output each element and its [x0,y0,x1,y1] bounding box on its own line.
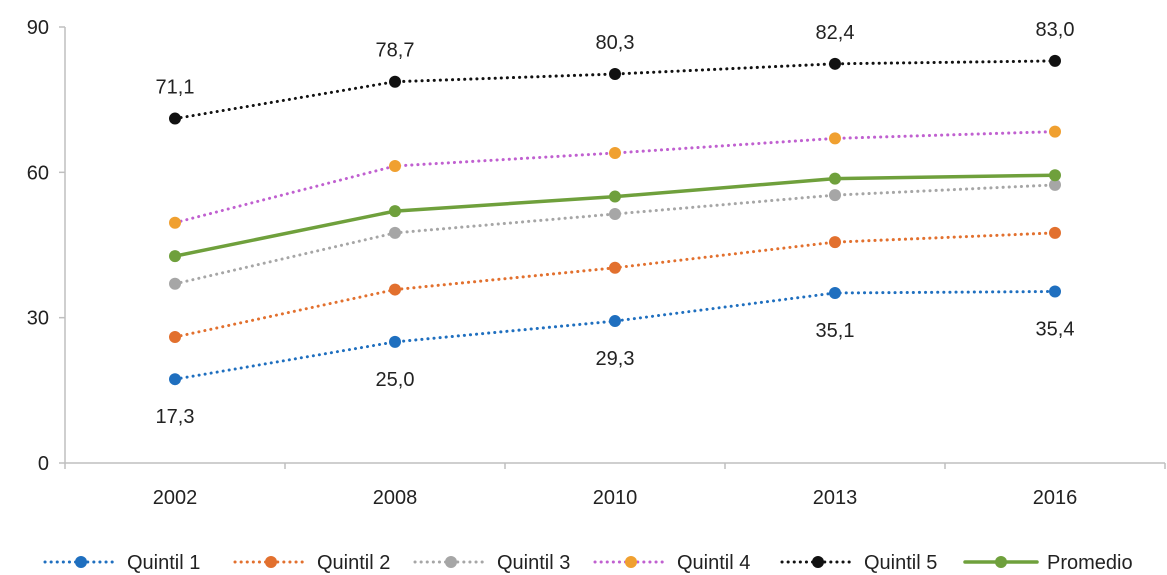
data-point [169,331,181,344]
data-point [169,277,181,290]
data-point [609,146,621,159]
x-tick-label: 2016 [1033,487,1078,509]
series-promedio [169,169,1061,263]
data-label: 35,4 [1036,319,1075,341]
legend-label: Quintil 4 [677,552,750,574]
data-point [389,160,401,173]
data-label: 29,3 [596,348,635,370]
data-point [389,226,401,239]
data-label: 82,4 [816,22,855,44]
legend-item-quintil-3: Quintil 3 [413,552,570,574]
data-point [829,286,841,299]
data-point [389,75,401,88]
data-label: 17,3 [156,406,195,428]
data-point [1049,169,1061,182]
legend-swatch-marker [995,556,1007,568]
legend-item-promedio: Promedio [963,552,1133,574]
data-label: 25,0 [376,369,415,391]
data-point [609,67,621,80]
legend-swatch-marker [75,556,87,568]
data-point [389,283,401,296]
series-quintil-2 [169,226,1061,344]
legend-item-quintil-2: Quintil 2 [233,552,390,574]
legend-label: Promedio [1047,552,1133,574]
legend-swatch-marker [625,556,637,568]
x-tick-label: 2002 [153,487,198,509]
data-point [609,315,621,328]
data-point [829,236,841,249]
data-point [609,190,621,203]
data-point [389,205,401,218]
x-tick-label: 2013 [813,487,858,509]
data-point [1049,178,1061,191]
legend: Quintil 1 Quintil 2 Quintil 3 Quintil 4 Quin… [43,552,1133,574]
data-point [169,373,181,386]
data-point [1049,226,1061,239]
data-label: 80,3 [596,32,635,54]
data-point [609,207,621,220]
data-labels: 17,3 25,0 29,3 35,1 35,4 71,1 78,7 80,3 82,4 83,0 [156,19,1075,428]
data-label: 71,1 [156,77,195,99]
y-tick-label: 60 [27,162,49,184]
data-point [829,132,841,145]
data-point [169,112,181,125]
series-quintil-5 [169,54,1061,125]
series-line [173,59,1057,121]
series-quintil-1 [169,285,1061,386]
series-line [173,130,1057,225]
legend-label: Quintil 3 [497,552,570,574]
axes: 0 30 60 90 2002 2008 2010 2013 2016 [27,17,1166,509]
data-point [389,335,401,348]
series-layer [169,54,1061,386]
data-point [169,216,181,229]
x-tick-label: 2010 [593,487,638,509]
series-quintil-3 [169,178,1061,290]
data-point [829,172,841,185]
series-quintil-4 [169,125,1061,229]
legend-item-quintil-5: Quintil 5 [780,552,937,574]
legend-label: Quintil 5 [864,552,937,574]
legend-label: Quintil 1 [127,552,200,574]
data-label: 35,1 [816,320,855,342]
legend-swatch-marker [445,556,457,568]
legend-label: Quintil 2 [317,552,390,574]
legend-item-quintil-4: Quintil 4 [593,552,750,574]
x-tick-label: 2008 [373,487,418,509]
data-point [169,250,181,263]
data-point [829,189,841,202]
legend-swatch-marker [265,556,277,568]
data-point [609,261,621,274]
legend-swatch-marker [812,556,824,568]
y-tick-label: 0 [38,453,49,475]
legend-item-quintil-1: Quintil 1 [43,552,200,574]
y-tick-label: 30 [27,308,49,330]
data-point [829,57,841,70]
data-point [1049,125,1061,138]
y-tick-label: 90 [27,17,49,39]
data-label: 78,7 [376,40,415,62]
data-point [1049,285,1061,298]
data-point [1049,54,1061,67]
data-label: 83,0 [1036,19,1075,41]
